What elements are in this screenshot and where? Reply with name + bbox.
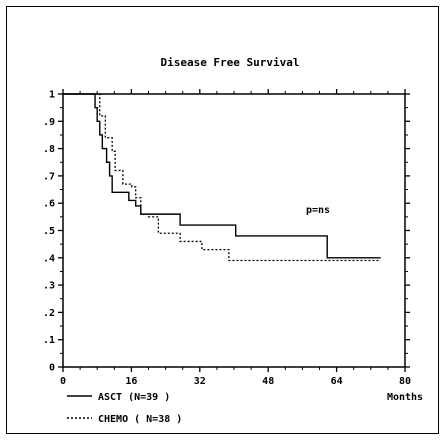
y-tick-label: .4 [43, 253, 55, 264]
chart-frame [6, 6, 439, 434]
plot-area-border [62, 93, 406, 368]
y-tick-label: .3 [43, 281, 55, 292]
series-line-asct [63, 93, 381, 259]
x-tick-label: 0 [60, 376, 66, 387]
legend-label-chemo: CHEMO ( N=38 ) [98, 414, 182, 425]
x-axis-label: Months [387, 392, 423, 403]
p-value-annotation: p=ns [306, 205, 330, 216]
x-tick-label: 48 [262, 376, 274, 387]
y-tick-label: .1 [43, 335, 55, 346]
chart-title: Disease Free Survival [160, 56, 299, 69]
y-tick-label: .6 [43, 199, 55, 210]
x-tick-label: 32 [194, 376, 206, 387]
y-tick-label: .2 [43, 308, 55, 319]
y-tick-label: 0 [49, 363, 55, 374]
series-line-chemo [63, 93, 381, 262]
x-tick-label: 16 [125, 376, 137, 387]
y-tick-label: .7 [43, 171, 55, 182]
x-tick-label: 64 [331, 376, 343, 387]
legend-label-asct: ASCT (N=39 ) [98, 392, 170, 403]
y-tick-label: 1 [49, 90, 55, 101]
x-tick-label: 80 [399, 376, 411, 387]
y-tick-label: .8 [43, 144, 55, 155]
series-layer [63, 93, 381, 262]
y-tick-label: .5 [43, 226, 55, 237]
axis-ticks: 0 .1 .2 .3 .4 .5 .6 .7 .8 .9 1 0 16 32 48 64 80 [43, 89, 411, 387]
y-tick-label: .9 [43, 117, 55, 128]
legend: ASCT (N=39 ) CHEMO ( N=38 ) [67, 392, 182, 425]
